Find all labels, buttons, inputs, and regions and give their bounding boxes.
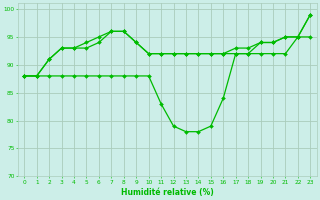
X-axis label: Humidité relative (%): Humidité relative (%) xyxy=(121,188,214,197)
